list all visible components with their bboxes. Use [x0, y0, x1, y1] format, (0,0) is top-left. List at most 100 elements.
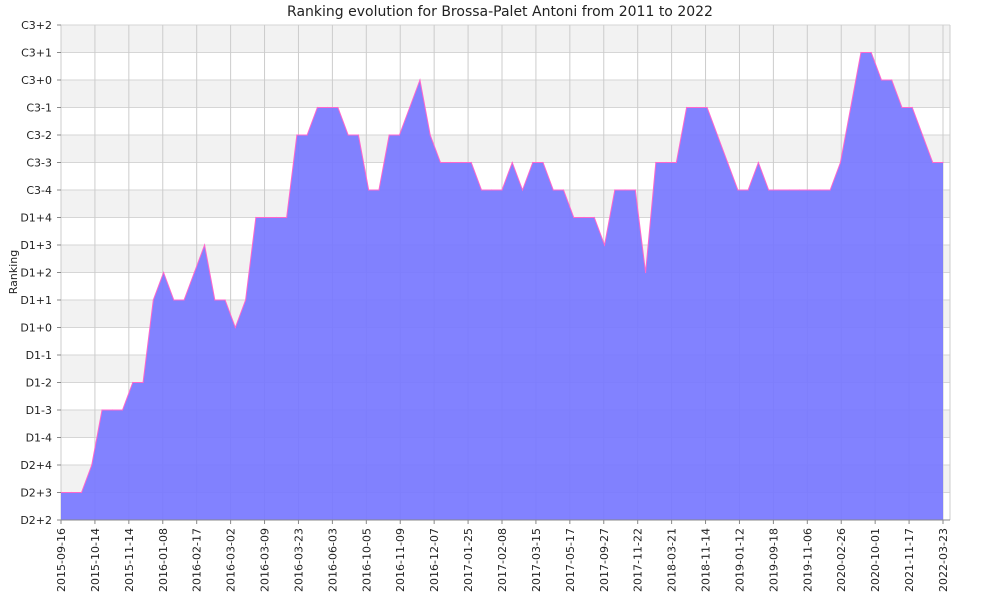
area-fill: [61, 52, 943, 520]
data-point: [132, 381, 134, 384]
data-point: [245, 299, 247, 301]
data-point: [265, 216, 267, 219]
x-tick-label: 2020-02-26: [835, 528, 848, 592]
y-tick-label: C3+2: [21, 19, 52, 32]
y-tick-label: C3-1: [26, 102, 52, 115]
data-point: [696, 106, 698, 109]
data-point: [429, 134, 431, 136]
y-tick-label: D1+2: [20, 267, 52, 280]
data-point: [450, 161, 452, 164]
data-point: [224, 299, 226, 301]
x-tick-label: 2016-03-23: [292, 528, 305, 592]
x-tick-label: 2016-03-09: [259, 528, 272, 592]
data-point: [686, 106, 688, 109]
data-point: [378, 189, 380, 191]
data-point: [870, 51, 872, 54]
y-tick-label: D2+4: [20, 459, 52, 472]
data-point: [880, 79, 883, 81]
data-point: [675, 161, 677, 164]
data-point: [491, 189, 493, 191]
x-tick-label: 2016-03-02: [225, 528, 238, 592]
x-tick-label: 2016-11-09: [394, 528, 407, 592]
x-tick-label: 2019-11-06: [801, 528, 814, 592]
x-tick-label: 2020-10-01: [869, 528, 882, 592]
data-point: [142, 381, 144, 384]
x-tick-label: 2015-11-14: [123, 528, 136, 592]
y-tick-label: C3+1: [21, 47, 52, 60]
data-point: [162, 271, 165, 274]
x-tick-label: 2017-02-08: [496, 528, 509, 592]
data-point: [768, 189, 770, 191]
data-point: [275, 216, 277, 219]
x-tick-label: 2017-11-22: [632, 528, 645, 592]
y-tick-label: D2+2: [20, 514, 52, 527]
data-point: [901, 106, 903, 109]
data-point: [757, 161, 760, 164]
data-point: [819, 189, 821, 191]
data-point: [203, 244, 206, 246]
data-point: [306, 134, 308, 136]
data-point: [644, 271, 647, 274]
data-point: [655, 161, 657, 164]
x-tick-label: 2019-01-12: [733, 528, 746, 592]
x-tick-label: 2016-02-17: [191, 528, 204, 592]
chart-title: Ranking evolution for Brossa-Palet Anton…: [287, 4, 713, 20]
data-point: [388, 134, 390, 136]
data-point: [327, 106, 329, 109]
y-axis-label: Ranking: [7, 250, 20, 295]
data-point: [583, 216, 585, 219]
data-point: [788, 189, 790, 191]
x-tick-label: 2022-03-23: [937, 528, 950, 592]
data-point: [70, 491, 72, 494]
data-point: [593, 216, 595, 219]
data-point: [419, 79, 421, 81]
data-point: [706, 106, 708, 109]
data-point: [634, 189, 636, 191]
y-tick-label: D1-4: [26, 432, 52, 445]
data-point: [614, 189, 616, 191]
area-series: [60, 51, 944, 520]
data-point: [368, 189, 370, 191]
data-point: [921, 134, 924, 136]
data-point: [234, 326, 236, 329]
y-tick-label: C3-3: [26, 157, 52, 170]
data-point: [173, 299, 175, 301]
y-tick-label: D1+0: [20, 322, 52, 335]
data-point: [80, 491, 83, 494]
y-tick-label: D1+3: [20, 239, 52, 252]
data-point: [347, 134, 349, 136]
x-tick-label: 2017-03-15: [530, 528, 543, 592]
data-point: [665, 161, 667, 164]
y-tick-label: D1-2: [26, 377, 52, 390]
x-tick-label: 2017-05-17: [564, 528, 577, 592]
data-point: [470, 161, 472, 164]
x-tick-label: 2021-11-17: [903, 528, 916, 592]
data-point: [398, 134, 401, 136]
y-tick-label: C3-2: [26, 129, 52, 142]
data-point: [214, 299, 216, 301]
data-point: [91, 464, 93, 466]
y-tick-label: D1+1: [20, 294, 52, 307]
data-point: [357, 134, 360, 136]
data-point: [286, 216, 288, 219]
grid-band: [61, 80, 950, 108]
x-tick-label: 2016-01-08: [157, 528, 170, 592]
data-point: [193, 271, 195, 274]
data-point: [778, 189, 780, 191]
grid-band: [61, 107, 950, 135]
x-tick-label: 2018-11-14: [700, 528, 713, 592]
data-point: [121, 409, 124, 411]
data-point: [809, 189, 811, 191]
x-tick-label: 2016-06-03: [326, 528, 339, 592]
data-point: [716, 134, 718, 136]
data-point: [296, 134, 298, 136]
data-point: [829, 189, 831, 191]
x-tick-label: 2017-01-25: [462, 528, 475, 592]
grid-band: [61, 25, 950, 53]
data-point: [932, 161, 934, 164]
data-point: [316, 106, 318, 109]
data-point: [850, 106, 852, 109]
data-point: [798, 189, 801, 191]
x-tick-label: 2016-12-07: [428, 528, 441, 592]
data-point: [860, 51, 862, 54]
